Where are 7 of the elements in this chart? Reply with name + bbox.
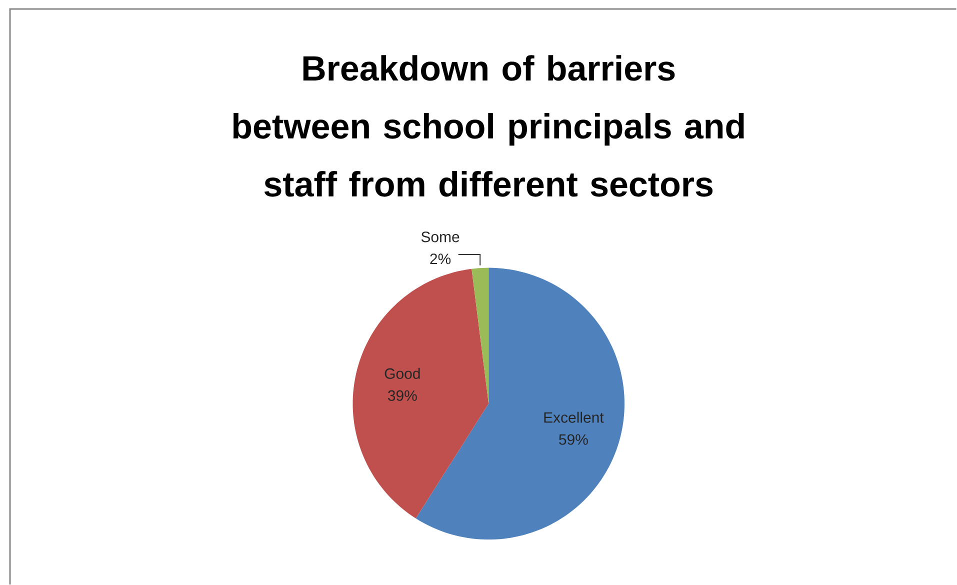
slice-label: Some <box>421 231 460 242</box>
slice-label: Excellent <box>544 412 604 423</box>
data-label: 59% <box>559 434 588 445</box>
data-label: 2% <box>430 253 451 264</box>
chart-title: Breakdown of barriers between school principals and staff from different sectors <box>233 54 744 197</box>
slice-label: Good <box>384 368 420 379</box>
data-label: 39% <box>388 390 417 401</box>
